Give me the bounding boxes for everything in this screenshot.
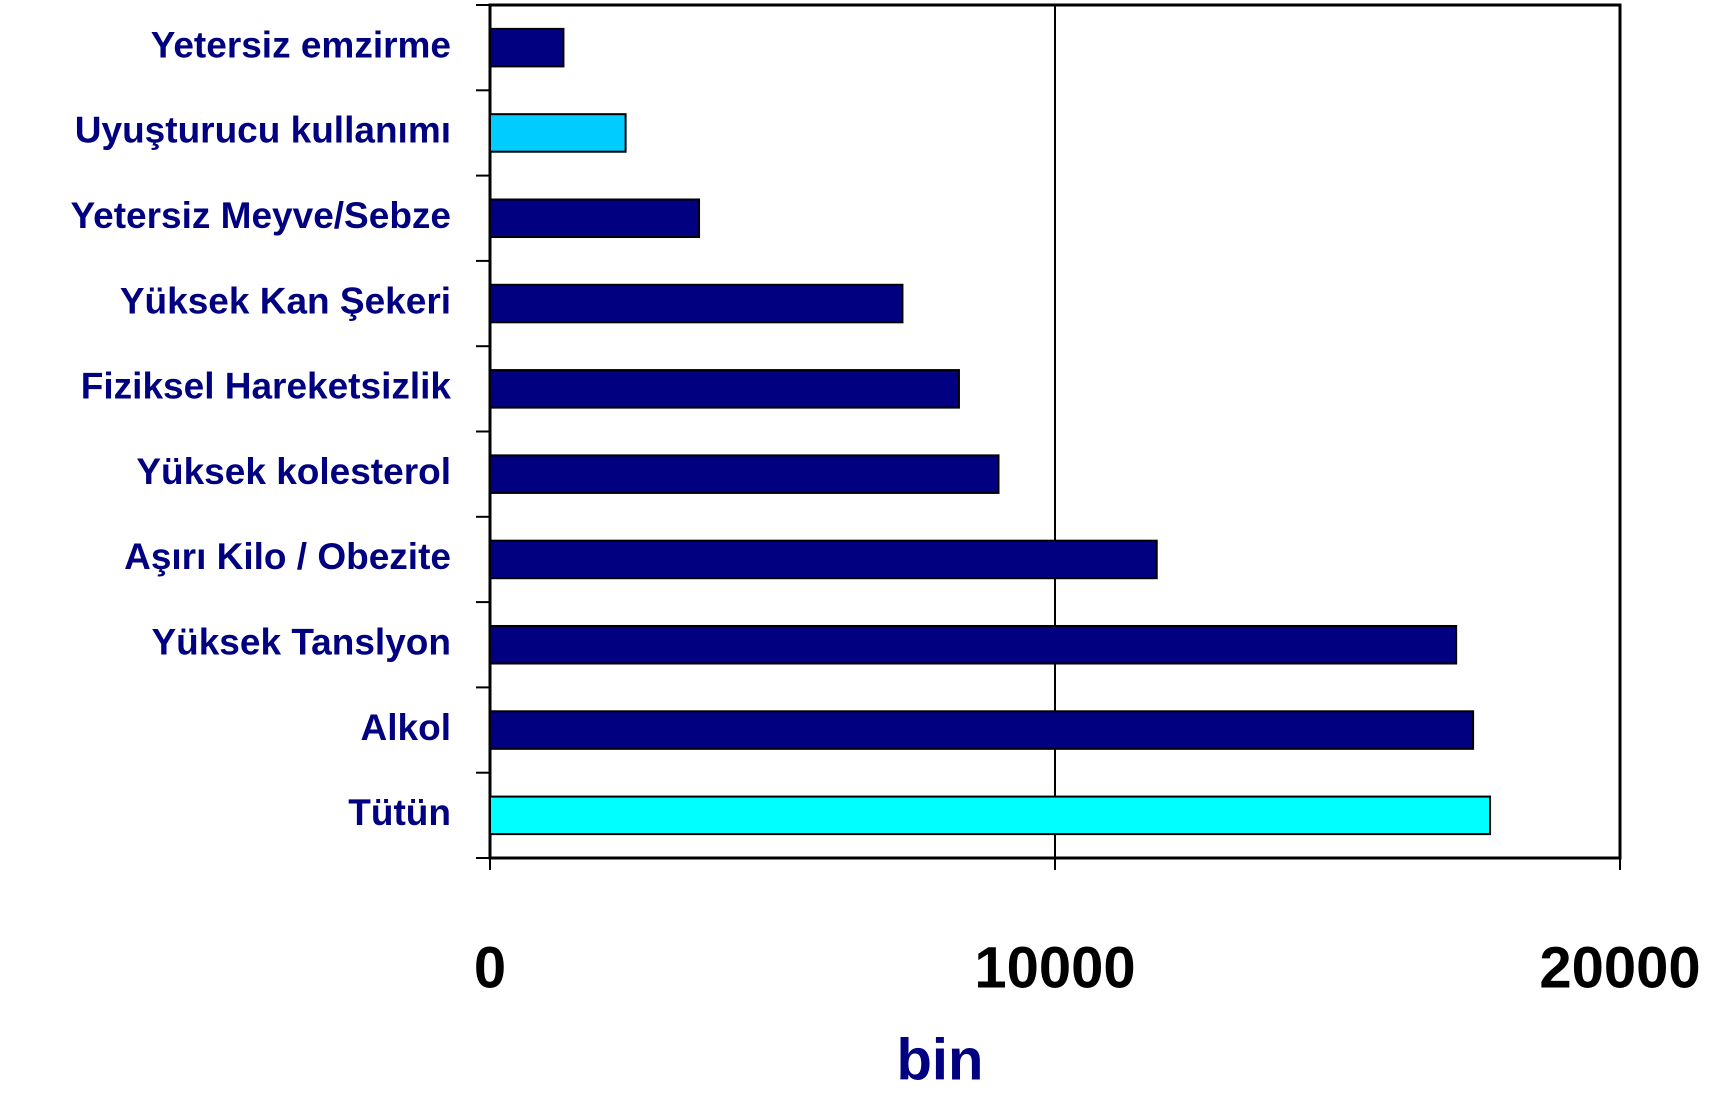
y-tick-label: Aşırı Kilo / Obezite (124, 536, 451, 577)
bar (489, 283, 904, 324)
y-tick-label: Yüksek kolesterol (136, 451, 451, 492)
x-axis-label: bin (897, 1027, 984, 1092)
bar (489, 113, 627, 153)
y-tick-label: Yetersiz Meyve/Sebze (71, 195, 452, 236)
y-tick-label: Yüksek Tanslyon (151, 622, 451, 663)
y-tick-label: Yetersiz emzirme (151, 24, 451, 65)
bar (489, 624, 1458, 665)
x-tick-label: 0 (474, 935, 506, 1000)
x-tick-label: 10000 (974, 935, 1135, 1000)
bar (489, 369, 960, 409)
bar (489, 27, 565, 68)
bar (489, 539, 1158, 580)
bar (489, 795, 1492, 836)
y-tick-label: Fiziksel Hareketsizlik (81, 366, 452, 407)
y-tick-label: Yüksek Kan Şekeri (120, 280, 451, 321)
bar (489, 198, 701, 239)
bar (489, 710, 1475, 750)
y-tick-label: Tütün (348, 792, 451, 833)
bar (489, 454, 1000, 494)
y-tick-label: Uyuşturucu kullanımı (75, 110, 451, 151)
x-tick-label: 20000 (1539, 935, 1700, 1000)
y-tick-label: Alkol (361, 707, 451, 748)
